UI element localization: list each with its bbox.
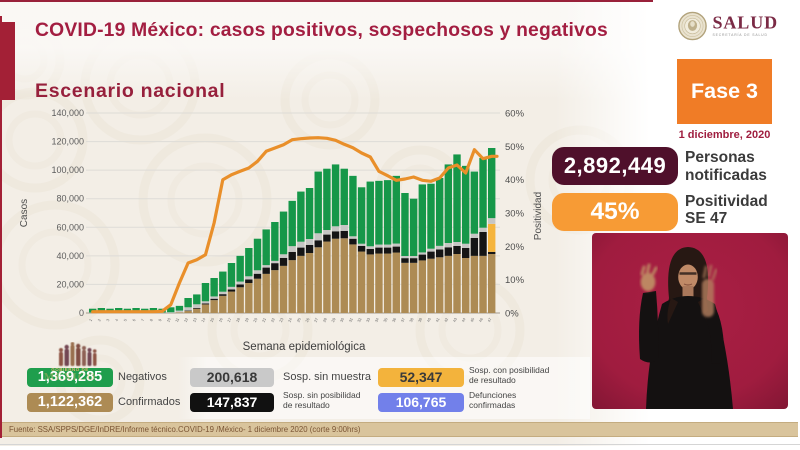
svg-text:8: 8 bbox=[148, 318, 153, 322]
svg-text:5: 5 bbox=[122, 318, 127, 322]
svg-text:13: 13 bbox=[191, 317, 197, 323]
svg-text:17: 17 bbox=[226, 317, 232, 323]
svg-text:26: 26 bbox=[304, 317, 310, 323]
svg-text:50%: 50% bbox=[505, 142, 525, 153]
svg-text:3: 3 bbox=[105, 318, 110, 322]
svg-text:10%: 10% bbox=[505, 275, 525, 286]
svg-text:39: 39 bbox=[417, 317, 423, 323]
svg-text:18: 18 bbox=[235, 317, 241, 323]
svg-text:47: 47 bbox=[486, 317, 492, 323]
svg-text:28: 28 bbox=[321, 317, 327, 323]
svg-text:SALUD: SALUD bbox=[713, 13, 779, 33]
svg-text:7: 7 bbox=[140, 318, 145, 322]
svg-text:60%: 60% bbox=[505, 109, 525, 120]
svg-text:44: 44 bbox=[460, 316, 467, 323]
svg-text:25: 25 bbox=[295, 317, 301, 323]
svg-text:20: 20 bbox=[252, 316, 259, 323]
svg-text:30: 30 bbox=[339, 316, 346, 323]
svg-text:120,000: 120,000 bbox=[51, 137, 84, 147]
svg-text:45: 45 bbox=[469, 317, 475, 323]
svg-text:34: 34 bbox=[373, 316, 380, 323]
svg-text:23: 23 bbox=[278, 317, 284, 323]
svg-text:21: 21 bbox=[261, 317, 267, 323]
svg-text:Casos: Casos bbox=[19, 199, 30, 227]
svg-text:43: 43 bbox=[452, 317, 458, 323]
svg-text:22: 22 bbox=[269, 317, 275, 323]
svg-text:40%: 40% bbox=[505, 175, 525, 186]
svg-text:40: 40 bbox=[426, 316, 433, 323]
svg-text:29: 29 bbox=[330, 317, 336, 323]
svg-text:33: 33 bbox=[365, 317, 371, 323]
svg-text:42: 42 bbox=[443, 317, 449, 323]
svg-text:35: 35 bbox=[382, 317, 388, 323]
svg-text:100,000: 100,000 bbox=[51, 165, 84, 175]
svg-text:37: 37 bbox=[400, 317, 406, 323]
svg-text:36: 36 bbox=[391, 317, 397, 323]
svg-text:46: 46 bbox=[478, 317, 484, 323]
svg-text:19: 19 bbox=[243, 317, 249, 323]
svg-text:32: 32 bbox=[356, 317, 362, 323]
svg-text:40,000: 40,000 bbox=[56, 251, 84, 261]
svg-text:10: 10 bbox=[165, 316, 172, 323]
svg-text:Positividad: Positividad bbox=[533, 192, 544, 240]
svg-text:14: 14 bbox=[200, 316, 207, 323]
svg-text:12: 12 bbox=[183, 317, 189, 323]
svg-text:15: 15 bbox=[209, 317, 215, 323]
svg-text:11: 11 bbox=[174, 317, 180, 323]
svg-text:41: 41 bbox=[434, 317, 440, 323]
svg-text:38: 38 bbox=[408, 317, 414, 323]
svg-text:80,000: 80,000 bbox=[56, 194, 84, 204]
svg-text:SECRETARÍA DE SALUD: SECRETARÍA DE SALUD bbox=[713, 33, 768, 37]
svg-text:4: 4 bbox=[114, 317, 120, 322]
svg-text:2: 2 bbox=[96, 318, 101, 322]
svg-text:31: 31 bbox=[347, 317, 353, 323]
svg-text:1: 1 bbox=[88, 318, 93, 322]
svg-text:0%: 0% bbox=[505, 309, 519, 320]
svg-text:27: 27 bbox=[313, 317, 319, 323]
svg-text:6: 6 bbox=[131, 318, 136, 322]
svg-text:24: 24 bbox=[287, 316, 294, 323]
svg-text:20%: 20% bbox=[505, 242, 525, 253]
svg-text:30%: 30% bbox=[505, 209, 525, 220]
svg-text:20,000: 20,000 bbox=[56, 279, 84, 289]
svg-text:16: 16 bbox=[217, 317, 223, 323]
svg-text:140,000: 140,000 bbox=[51, 108, 84, 118]
svg-text:Semana epidemiológica: Semana epidemiológica bbox=[243, 341, 366, 353]
svg-text:60,000: 60,000 bbox=[56, 222, 84, 232]
svg-text:9: 9 bbox=[157, 318, 162, 322]
svg-text:0: 0 bbox=[79, 308, 84, 318]
